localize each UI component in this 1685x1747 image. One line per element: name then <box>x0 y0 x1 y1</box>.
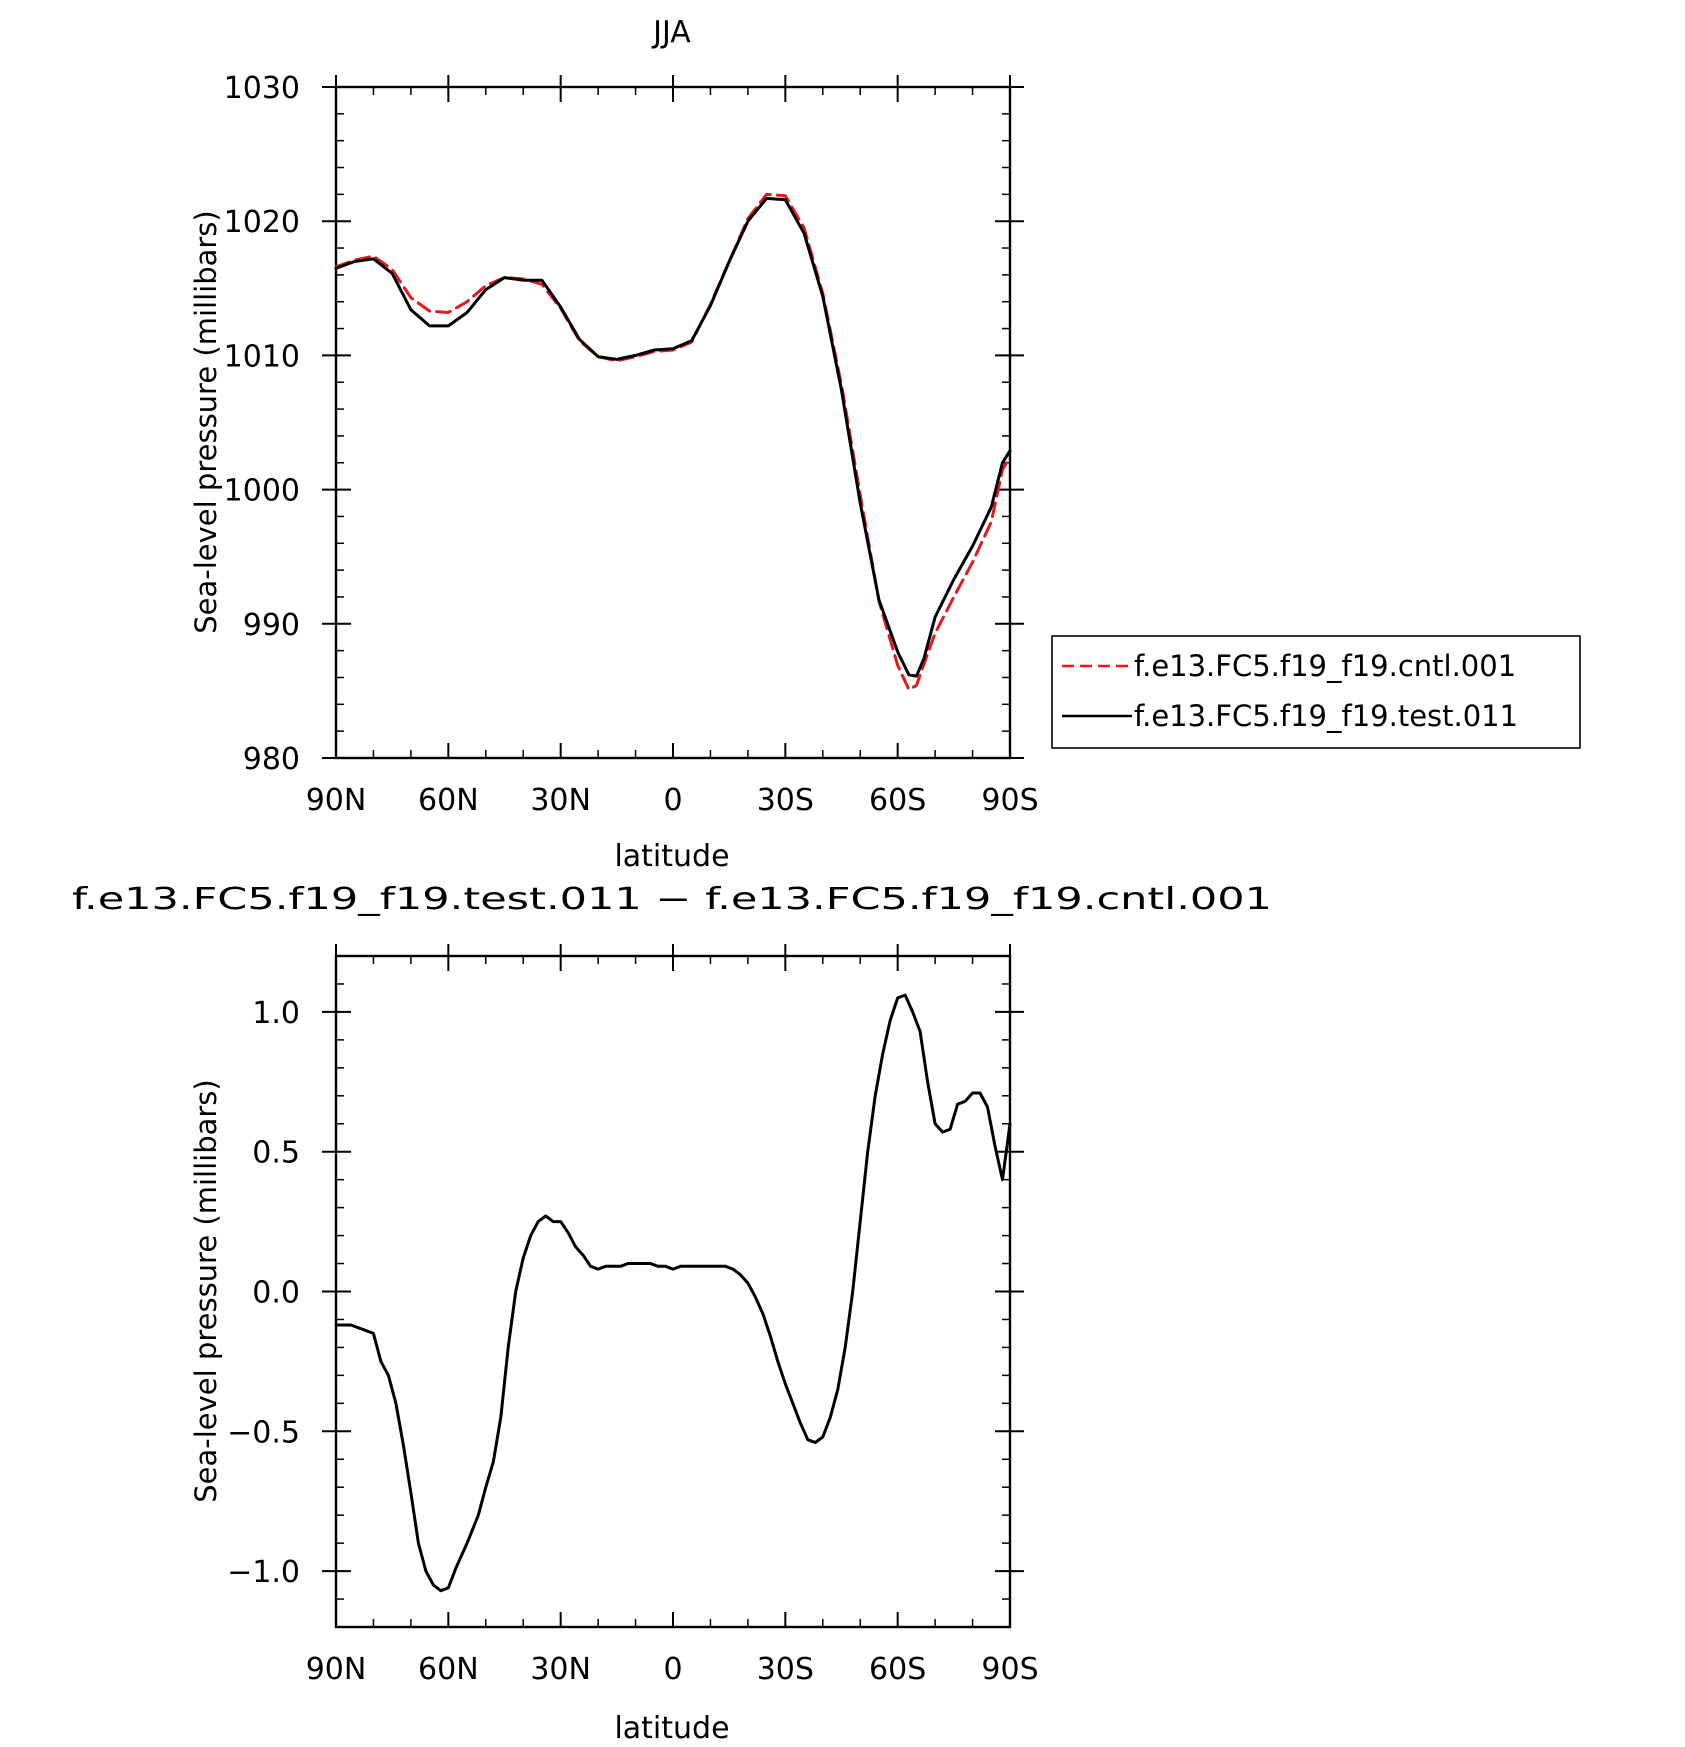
bottom-y-tick-label: −1.0 <box>227 1555 300 1590</box>
top-x-tick-label: 90S <box>981 783 1038 818</box>
top-x-tick-label: 90N <box>306 783 367 818</box>
bottom-y-tick-label: 0.5 <box>252 1136 300 1171</box>
bottom-y-tick-label: 0.0 <box>252 1276 300 1311</box>
legend-label-cntl: f.e13.FC5.f19_f19.cntl.001 <box>1134 649 1516 683</box>
bottom-chart-xlabel: latitude <box>614 1711 729 1746</box>
bottom-plot-frame <box>334 954 1012 1629</box>
top-series-line-0 <box>334 192 1012 692</box>
top-series-lines <box>334 192 1012 692</box>
bottom-x-tick-label: 30N <box>530 1652 591 1687</box>
bottom-x-tick-label: 60N <box>418 1652 479 1687</box>
bottom-x-tick-label: 30S <box>757 1652 814 1687</box>
bottom-series-line-0 <box>334 993 1012 1593</box>
top-x-tick-label: 30N <box>530 783 591 818</box>
top-x-tick-label: 30S <box>757 783 814 818</box>
bottom-x-tick-label: 60S <box>869 1652 926 1687</box>
top-x-tick-label: 60N <box>418 783 479 818</box>
top-y-tick-label: 1020 <box>224 205 300 240</box>
top-y-tick-label: 1030 <box>224 71 300 106</box>
bottom-y-tick-label: 1.0 <box>252 996 300 1031</box>
top-series-line-1 <box>334 196 1012 678</box>
bottom-chart-title: f.e13.FC5.f19_f19.test.011 − f.e13.FC5.f… <box>72 882 1272 917</box>
bottom-chart: f.e13.FC5.f19_f19.test.011 − f.e13.FC5.f… <box>72 882 1272 1746</box>
top-chart-xlabel: latitude <box>614 839 729 874</box>
bottom-y-tick-label: −0.5 <box>227 1415 300 1450</box>
top-y-tick-label: 980 <box>243 742 300 777</box>
top-plot-frame <box>334 85 1012 760</box>
top-y-tick-label: 990 <box>243 608 300 643</box>
top-chart: JJA 90N 60N 30N 0 30S 60S 90S 980 990 1000 1010 102… <box>189 15 1039 874</box>
bottom-x-tick-label: 90N <box>306 1652 367 1687</box>
legend: f.e13.FC5.f19_f19.cntl.001 f.e13.FC5.f19… <box>1051 635 1581 749</box>
top-y-tick-label: 1010 <box>224 339 300 374</box>
top-x-tick-label: 0 <box>663 783 682 818</box>
top-y-tick-label: 1000 <box>224 474 300 509</box>
bottom-chart-ylabel: Sea-level pressure (millibars) <box>189 1079 223 1502</box>
bottom-axis-ticks: 90N 60N 30N 0 30S 60S 90S −1.0 −0.5 0.0 0.5 1.0 <box>227 944 1039 1687</box>
legend-box <box>1051 635 1581 749</box>
legend-label-test: f.e13.FC5.f19_f19.test.011 <box>1134 699 1518 733</box>
top-chart-title: JJA <box>651 15 691 50</box>
top-chart-ylabel: Sea-level pressure (millibars) <box>189 210 223 633</box>
bottom-x-tick-label: 90S <box>981 1652 1038 1687</box>
top-x-tick-label: 60S <box>869 783 926 818</box>
top-axis-ticks: 90N 60N 30N 0 30S 60S 90S 980 990 1000 1010 1020 103… <box>224 71 1039 818</box>
bottom-series-lines <box>334 993 1012 1593</box>
bottom-x-tick-label: 0 <box>663 1652 682 1687</box>
